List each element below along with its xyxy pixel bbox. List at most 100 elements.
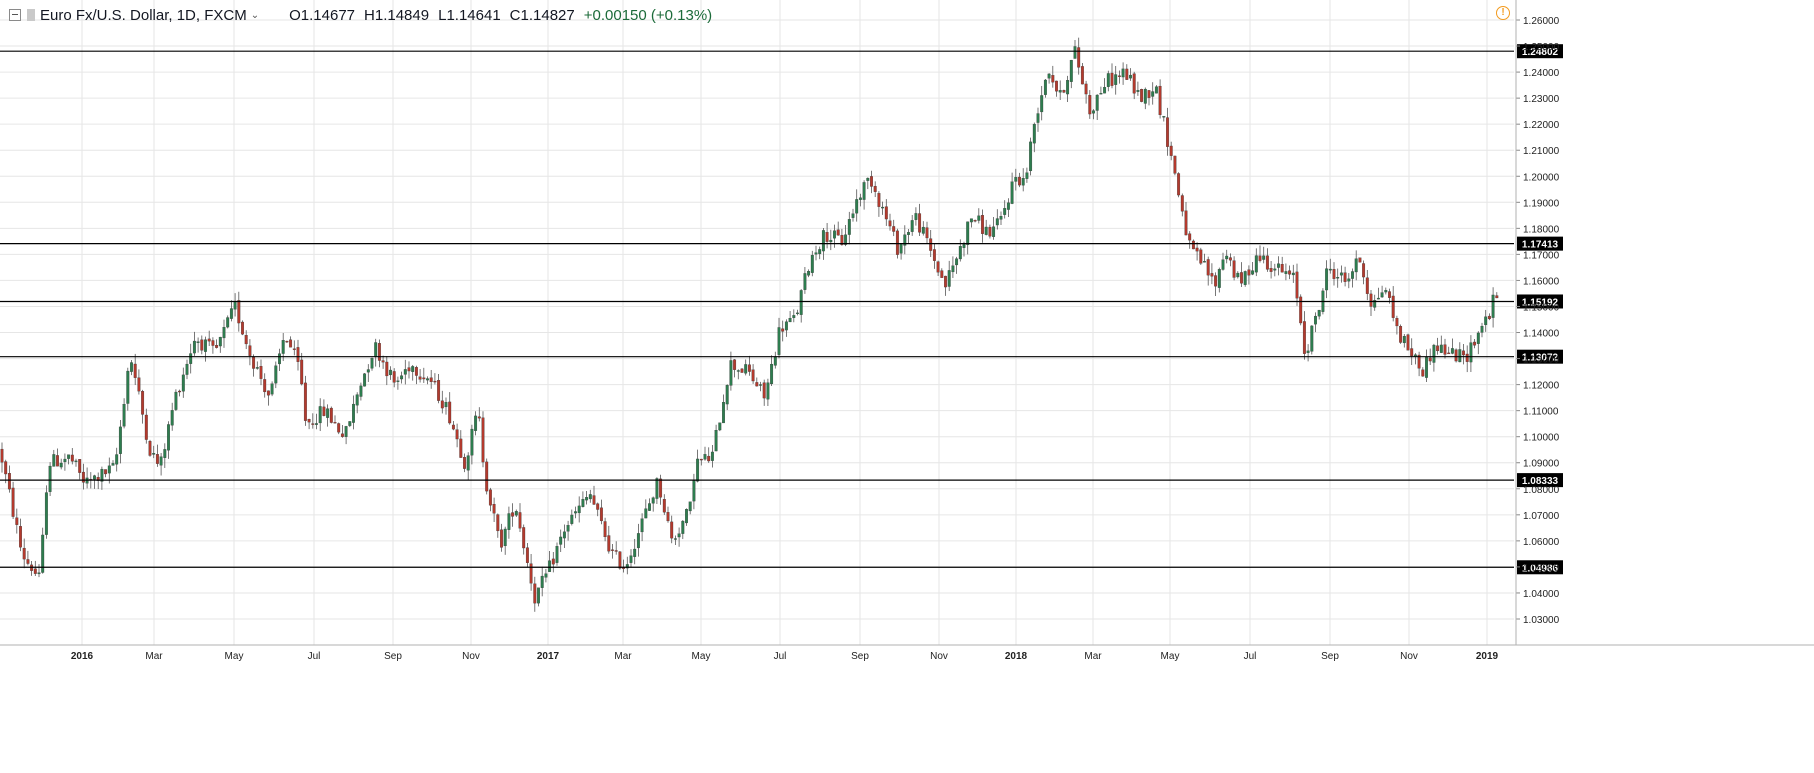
candle-body [333, 422, 337, 424]
time-axis[interactable]: 2016 Mar May Jul Sep Nov 2017 Mar May Jul Sep Nov 20… [0, 644, 1814, 662]
candle-body [411, 366, 415, 372]
candle-body [766, 382, 770, 400]
candle-body [111, 463, 115, 466]
candle-body [1173, 155, 1177, 174]
candle-body [1317, 309, 1321, 317]
candle-body [555, 546, 559, 563]
candle-body [659, 478, 663, 498]
candle-body [574, 511, 577, 514]
candle-body [1436, 345, 1440, 352]
price-tick-label: 1.13000 [1523, 355, 1560, 366]
horizontal-levels[interactable]: 1.24802 1.17413 1.15192 1.13072 1.08333 1.049… [0, 44, 1563, 575]
candle-body [1406, 334, 1410, 351]
candle-body [122, 404, 126, 427]
price-axis[interactable]: 1.26000 1.25000 1.24000 1.23000 1.22000 1.210… [1515, 0, 1560, 645]
candle-body [429, 377, 433, 383]
candle-body [607, 535, 611, 552]
candle-body [537, 587, 540, 604]
candle-body [796, 312, 799, 315]
candle-body [1443, 344, 1447, 355]
candle-body [1247, 269, 1251, 276]
candle-body [862, 182, 866, 200]
candle-body [1254, 255, 1258, 273]
level-label: 1.08333 [1522, 476, 1559, 487]
candle-body [892, 226, 896, 232]
candle-body [1376, 297, 1380, 300]
candle-body [263, 379, 267, 393]
candle-body [207, 338, 211, 342]
price-tick-label: 1.20000 [1523, 172, 1560, 183]
candle-body [1332, 269, 1336, 279]
candle-body [37, 572, 41, 575]
candle-body [921, 226, 925, 234]
level-label-box [1517, 44, 1563, 59]
candle-body [496, 514, 500, 532]
candle-body [1432, 344, 1436, 363]
high-value: H1.14849 [364, 6, 430, 24]
candle-body [1073, 46, 1077, 59]
price-tick-label: 1.24000 [1523, 68, 1560, 79]
candle-body [289, 339, 293, 348]
candle-body [870, 176, 873, 187]
candle-body [1210, 273, 1214, 277]
time-tick-label: Jul [308, 651, 321, 662]
price-tick-label: 1.11000 [1523, 407, 1559, 418]
symbol-title[interactable]: Euro Fx/U.S. Dollar, 1D, FXCM [40, 6, 247, 24]
candle-body [1184, 210, 1188, 236]
candle-body [1476, 332, 1480, 344]
warning-icon[interactable]: ! [1496, 6, 1510, 20]
candle-body [1032, 124, 1036, 144]
candle-body [944, 275, 947, 288]
candle-body [1103, 87, 1107, 94]
chevron-down-icon[interactable]: ⌄ [250, 9, 260, 21]
candle-body [1106, 73, 1110, 87]
level-label: 1.17413 [1522, 240, 1559, 251]
candle-body [1458, 349, 1462, 363]
candle-body [78, 459, 82, 473]
time-tick-label: Mar [1084, 651, 1102, 662]
candle-body [736, 370, 740, 372]
collapse-button[interactable] [9, 9, 21, 21]
candle-body [1462, 350, 1465, 356]
candle-body [500, 529, 503, 548]
candle-body [41, 534, 45, 573]
candle-body [633, 548, 637, 557]
candle-body [688, 501, 692, 512]
candle-body [955, 258, 959, 266]
candle-body [951, 265, 955, 273]
candle-body [1147, 90, 1151, 98]
level-label: 1.15192 [1522, 297, 1559, 308]
candle-body [1325, 268, 1329, 291]
candle-body [1095, 94, 1099, 111]
level-label: 1.04986 [1522, 563, 1559, 574]
candle-body [851, 213, 855, 218]
candle-body [215, 345, 219, 348]
candle-body [344, 426, 348, 437]
candle-body [866, 177, 870, 181]
candle-body [1262, 255, 1266, 260]
candle-body [241, 321, 244, 335]
candle-body [1084, 83, 1088, 95]
candle-body [999, 216, 1003, 220]
candle-body [67, 454, 71, 459]
candle-body [1154, 86, 1158, 94]
candle-body [977, 215, 981, 221]
candle-body [1306, 350, 1310, 353]
candle-body [137, 377, 141, 392]
candle-body [59, 462, 63, 468]
candle-body [300, 359, 304, 385]
price-tick-label: 1.12000 [1523, 381, 1560, 392]
candle-body [855, 199, 859, 214]
candle-body [159, 456, 163, 466]
candle-body [1273, 268, 1277, 271]
candle-body [784, 321, 788, 331]
candle-body [836, 229, 840, 236]
candle-body [44, 492, 48, 535]
candle-body [1288, 270, 1292, 275]
candle-body [1243, 271, 1247, 285]
candle-body [992, 226, 996, 237]
candle-body [33, 568, 37, 574]
candle-body [152, 453, 156, 455]
